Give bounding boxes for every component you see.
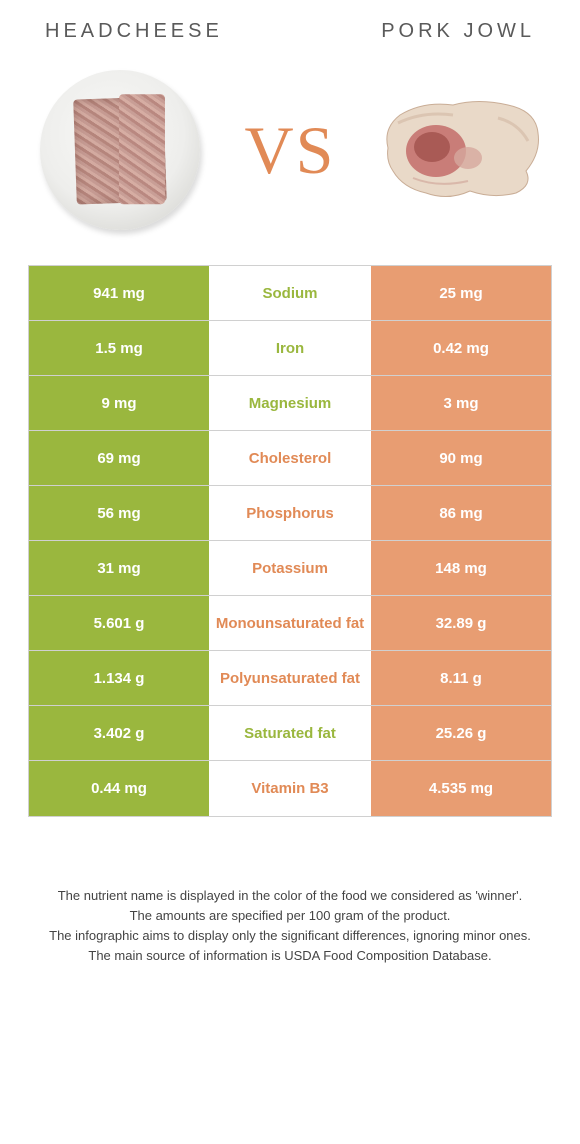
footnote-line: The nutrient name is displayed in the co… xyxy=(45,887,535,906)
right-value-cell: 8.11 g xyxy=(371,651,551,705)
nutrient-label-cell: Cholesterol xyxy=(209,431,371,485)
nutrient-label-cell: Potassium xyxy=(209,541,371,595)
table-row: 56 mgPhosphorus86 mg xyxy=(29,486,551,541)
right-value-cell: 32.89 g xyxy=(371,596,551,650)
left-food-image xyxy=(35,65,205,235)
footnotes: The nutrient name is displayed in the co… xyxy=(20,817,560,965)
nutrient-label-cell: Saturated fat xyxy=(209,706,371,760)
left-value-cell: 9 mg xyxy=(29,376,209,430)
right-value-cell: 148 mg xyxy=(371,541,551,595)
table-row: 5.601 gMonounsaturated fat32.89 g xyxy=(29,596,551,651)
table-row: 9 mgMagnesium3 mg xyxy=(29,376,551,431)
left-value-cell: 941 mg xyxy=(29,266,209,320)
right-value-cell: 90 mg xyxy=(371,431,551,485)
nutrient-label-cell: Vitamin B3 xyxy=(209,761,371,816)
footnote-line: The main source of information is USDA F… xyxy=(45,947,535,966)
left-value-cell: 69 mg xyxy=(29,431,209,485)
right-value-cell: 4.535 mg xyxy=(371,761,551,816)
table-row: 1.5 mgIron0.42 mg xyxy=(29,321,551,376)
pork-jowl-icon xyxy=(378,93,543,208)
vs-label: VS xyxy=(245,111,336,190)
left-value-cell: 31 mg xyxy=(29,541,209,595)
table-row: 1.134 gPolyunsaturated fat8.11 g xyxy=(29,651,551,706)
header-row: HEADCHEESE PORK JOWL xyxy=(20,20,560,55)
nutrient-label-cell: Sodium xyxy=(209,266,371,320)
left-value-cell: 3.402 g xyxy=(29,706,209,760)
table-row: 941 mgSodium25 mg xyxy=(29,266,551,321)
right-food-image xyxy=(375,65,545,235)
nutrient-label-cell: Phosphorus xyxy=(209,486,371,540)
left-value-cell: 5.601 g xyxy=(29,596,209,650)
right-value-cell: 25 mg xyxy=(371,266,551,320)
nutrient-label-cell: Magnesium xyxy=(209,376,371,430)
right-value-cell: 3 mg xyxy=(371,376,551,430)
right-value-cell: 25.26 g xyxy=(371,706,551,760)
table-row: 31 mgPotassium148 mg xyxy=(29,541,551,596)
table-row: 0.44 mgVitamin B34.535 mg xyxy=(29,761,551,816)
right-food-title: PORK JOWL xyxy=(381,20,535,43)
nutrient-label-cell: Polyunsaturated fat xyxy=(209,651,371,705)
nutrient-label-cell: Monounsaturated fat xyxy=(209,596,371,650)
plate-icon xyxy=(40,70,200,230)
left-value-cell: 56 mg xyxy=(29,486,209,540)
table-row: 3.402 gSaturated fat25.26 g xyxy=(29,706,551,761)
left-value-cell: 1.134 g xyxy=(29,651,209,705)
footnote-line: The amounts are specified per 100 gram o… xyxy=(45,907,535,926)
table-row: 69 mgCholesterol90 mg xyxy=(29,431,551,486)
headcheese-icon xyxy=(73,96,167,204)
footnote-line: The infographic aims to display only the… xyxy=(45,927,535,946)
right-value-cell: 0.42 mg xyxy=(371,321,551,375)
left-food-title: HEADCHEESE xyxy=(45,20,223,43)
nutrient-table: 941 mgSodium25 mg1.5 mgIron0.42 mg9 mgMa… xyxy=(28,265,552,817)
right-value-cell: 86 mg xyxy=(371,486,551,540)
vs-row: VS xyxy=(20,55,560,265)
left-value-cell: 0.44 mg xyxy=(29,761,209,816)
left-value-cell: 1.5 mg xyxy=(29,321,209,375)
nutrient-label-cell: Iron xyxy=(209,321,371,375)
